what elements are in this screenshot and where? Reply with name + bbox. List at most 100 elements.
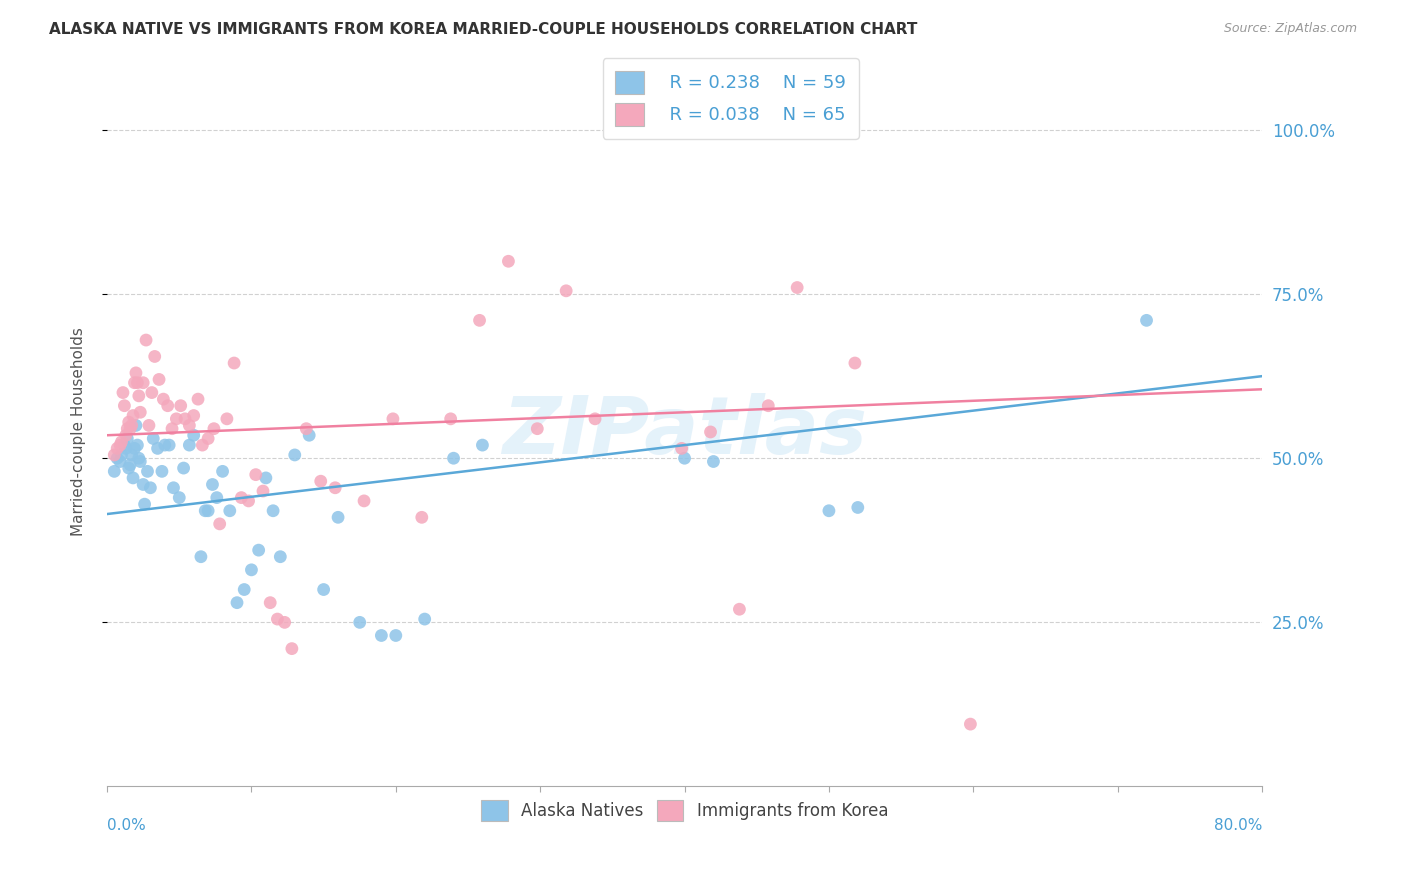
Point xyxy=(411,510,433,524)
Text: ZIPat​las: ZIPat​las xyxy=(502,393,868,471)
Point xyxy=(254,471,277,485)
Point xyxy=(174,412,197,426)
Point xyxy=(143,350,166,364)
Point xyxy=(756,399,779,413)
Point xyxy=(128,451,150,466)
Point xyxy=(440,412,463,426)
Point xyxy=(115,428,138,442)
Y-axis label: Married-couple Households: Married-couple Households xyxy=(72,327,86,536)
Point xyxy=(555,284,578,298)
Point xyxy=(191,438,214,452)
Point xyxy=(105,442,128,456)
Point xyxy=(190,549,212,564)
Legend: Alaska Natives, Immigrants from Korea: Alaska Natives, Immigrants from Korea xyxy=(471,790,898,831)
Point xyxy=(197,504,219,518)
Point xyxy=(110,434,132,449)
Point xyxy=(129,405,152,419)
Point xyxy=(226,596,249,610)
Point xyxy=(252,484,274,499)
Point xyxy=(111,385,134,400)
Point xyxy=(699,425,721,439)
Point xyxy=(240,563,263,577)
Point xyxy=(218,504,240,518)
Text: ALASKA NATIVE VS IMMIGRANTS FROM KOREA MARRIED-COUPLE HOUSEHOLDS CORRELATION CHA: ALASKA NATIVE VS IMMIGRANTS FROM KOREA M… xyxy=(49,22,918,37)
Point xyxy=(146,442,169,456)
Point xyxy=(233,582,256,597)
Point xyxy=(135,333,157,347)
Point xyxy=(170,399,193,413)
Point xyxy=(141,385,163,400)
Point xyxy=(583,412,606,426)
Point xyxy=(165,412,187,426)
Point xyxy=(468,313,491,327)
Point xyxy=(202,422,225,436)
Point xyxy=(118,415,141,429)
Point xyxy=(818,504,841,518)
Point xyxy=(245,467,267,482)
Point xyxy=(269,549,291,564)
Point xyxy=(129,454,152,468)
Point xyxy=(122,409,145,423)
Point xyxy=(128,389,150,403)
Point xyxy=(121,418,143,433)
Point xyxy=(281,641,304,656)
Point xyxy=(187,392,209,406)
Point xyxy=(125,418,148,433)
Point xyxy=(443,451,465,466)
Point xyxy=(108,438,131,452)
Point xyxy=(298,428,321,442)
Point xyxy=(127,438,149,452)
Point xyxy=(162,481,184,495)
Point xyxy=(323,481,346,495)
Point xyxy=(124,442,146,456)
Point xyxy=(211,464,233,478)
Point xyxy=(136,464,159,478)
Point xyxy=(197,432,219,446)
Point xyxy=(208,516,231,531)
Point xyxy=(183,428,205,442)
Point xyxy=(959,717,981,731)
Point xyxy=(238,494,260,508)
Point xyxy=(671,442,693,456)
Point xyxy=(183,409,205,423)
Point xyxy=(326,510,349,524)
Point xyxy=(205,491,228,505)
Point xyxy=(103,464,125,478)
Point xyxy=(498,254,520,268)
Point xyxy=(157,438,180,452)
Text: 80.0%: 80.0% xyxy=(1213,818,1263,833)
Point xyxy=(105,451,128,466)
Point xyxy=(138,418,160,433)
Point xyxy=(142,432,165,446)
Point xyxy=(117,432,139,446)
Point xyxy=(121,448,143,462)
Point xyxy=(309,474,332,488)
Point xyxy=(353,494,375,508)
Point xyxy=(381,412,404,426)
Point xyxy=(728,602,751,616)
Point xyxy=(112,399,135,413)
Point xyxy=(526,422,548,436)
Point xyxy=(194,504,217,518)
Point xyxy=(295,422,318,436)
Point xyxy=(150,464,173,478)
Point xyxy=(156,399,179,413)
Point xyxy=(231,491,253,505)
Point xyxy=(124,376,146,390)
Point xyxy=(120,422,142,436)
Point xyxy=(118,461,141,475)
Point xyxy=(173,461,195,475)
Point xyxy=(702,454,724,468)
Point xyxy=(179,438,201,452)
Text: 0.0%: 0.0% xyxy=(107,818,146,833)
Point xyxy=(125,366,148,380)
Point xyxy=(471,438,494,452)
Point xyxy=(266,612,288,626)
Point xyxy=(224,356,246,370)
Point xyxy=(152,392,174,406)
Point xyxy=(112,438,135,452)
Point xyxy=(273,615,295,630)
Point xyxy=(201,477,224,491)
Point xyxy=(132,376,155,390)
Point xyxy=(167,491,190,505)
